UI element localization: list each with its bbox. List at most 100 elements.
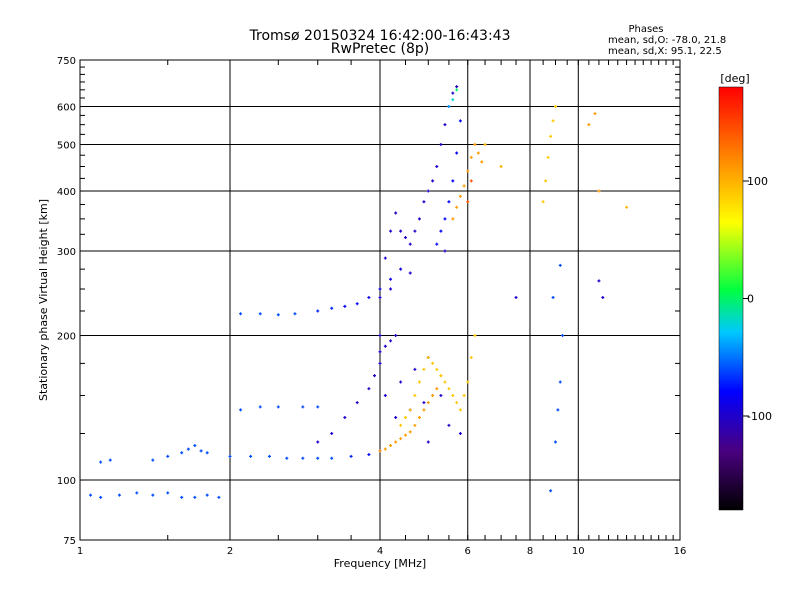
y-tick-label: 600	[57, 103, 76, 114]
chart-title: Tromsø 20150324 16:42:00-16:43:43	[249, 28, 511, 44]
x-tick-label: 2	[227, 546, 233, 557]
data-point	[483, 143, 487, 147]
data-point	[443, 123, 447, 127]
data-point	[447, 387, 451, 391]
data-point	[301, 456, 305, 460]
data-point	[389, 229, 393, 233]
data-point	[455, 85, 459, 89]
data-point	[267, 454, 271, 458]
series-x-mode	[378, 105, 629, 453]
data-point	[480, 160, 484, 164]
data-point	[378, 449, 382, 453]
data-point	[447, 105, 451, 109]
data-point	[551, 296, 555, 300]
data-point	[597, 279, 601, 283]
data-point	[447, 423, 451, 427]
data-point	[316, 405, 320, 409]
data-point	[556, 408, 560, 412]
data-point	[469, 155, 473, 159]
data-point	[301, 405, 305, 409]
data-point	[383, 344, 387, 348]
data-point	[455, 88, 459, 92]
data-point	[469, 179, 473, 183]
data-point	[99, 460, 103, 464]
data-point	[330, 306, 334, 310]
y-axis-label: Stationary phase Virtual Height [km]	[37, 199, 50, 401]
data-point	[431, 361, 435, 365]
data-point	[451, 217, 455, 221]
data-point	[367, 296, 371, 300]
data-point	[316, 309, 320, 313]
x-axis-label: Frequency [MHz]	[334, 557, 426, 570]
y-tick-label: 500	[57, 141, 76, 152]
data-point	[551, 119, 555, 123]
data-point	[439, 143, 443, 147]
data-point	[426, 440, 430, 444]
data-point	[458, 408, 462, 412]
y-tick-label: 100	[57, 476, 76, 487]
data-point	[455, 205, 459, 209]
data-point	[439, 374, 443, 378]
data-point	[473, 143, 477, 147]
data-point	[239, 408, 243, 412]
data-point	[151, 458, 155, 462]
data-point	[422, 401, 426, 405]
data-point	[316, 456, 320, 460]
x-tick-label: 1	[77, 546, 83, 557]
stats-line-x: mean, sd,X: 95.1, 22.5	[608, 46, 722, 57]
data-point	[458, 194, 462, 198]
data-point	[186, 447, 190, 451]
data-point	[451, 179, 455, 183]
data-point	[451, 91, 455, 95]
data-point	[439, 394, 443, 398]
data-point	[399, 423, 403, 427]
data-point	[408, 242, 412, 246]
y-tick-label: 400	[57, 187, 76, 198]
data-point	[367, 387, 371, 391]
data-point	[330, 432, 334, 436]
data-point	[89, 493, 93, 497]
data-point	[625, 205, 629, 209]
x-tick-label: 6	[465, 546, 471, 557]
data-point	[558, 263, 562, 267]
data-point	[389, 339, 393, 343]
data-point	[466, 169, 470, 173]
colorbar-tick-label: 100	[747, 175, 768, 188]
data-point	[417, 380, 421, 384]
data-point	[541, 200, 545, 204]
data-point	[426, 355, 430, 359]
data-point	[378, 287, 382, 291]
data-point	[285, 456, 289, 460]
data-point	[466, 380, 470, 384]
data-point	[228, 454, 232, 458]
data-point	[135, 491, 139, 495]
data-point	[205, 451, 209, 455]
y-tick-label: 200	[57, 332, 76, 343]
data-point	[422, 367, 426, 371]
data-point	[499, 164, 503, 168]
x-tick-label: 10	[572, 546, 585, 557]
data-point	[399, 229, 403, 233]
data-point	[597, 189, 601, 193]
data-point	[349, 454, 353, 458]
data-point	[561, 334, 565, 338]
data-point	[193, 444, 197, 448]
data-point	[476, 151, 480, 155]
data-point	[383, 256, 387, 260]
data-point	[413, 394, 417, 398]
data-point	[408, 430, 412, 434]
data-point	[276, 313, 280, 317]
data-point	[451, 394, 455, 398]
data-point	[439, 229, 443, 233]
data-point	[378, 334, 382, 338]
data-point	[355, 302, 359, 306]
data-point	[378, 296, 382, 300]
data-point	[413, 229, 417, 233]
data-point	[451, 98, 455, 102]
data-point	[431, 394, 435, 398]
stats-line-o: mean, sd,O: -78.0, 21.8	[608, 35, 726, 46]
data-point	[422, 408, 426, 412]
stats-heading: Phases	[628, 24, 663, 35]
colorbar	[718, 86, 744, 511]
data-point	[389, 287, 393, 291]
